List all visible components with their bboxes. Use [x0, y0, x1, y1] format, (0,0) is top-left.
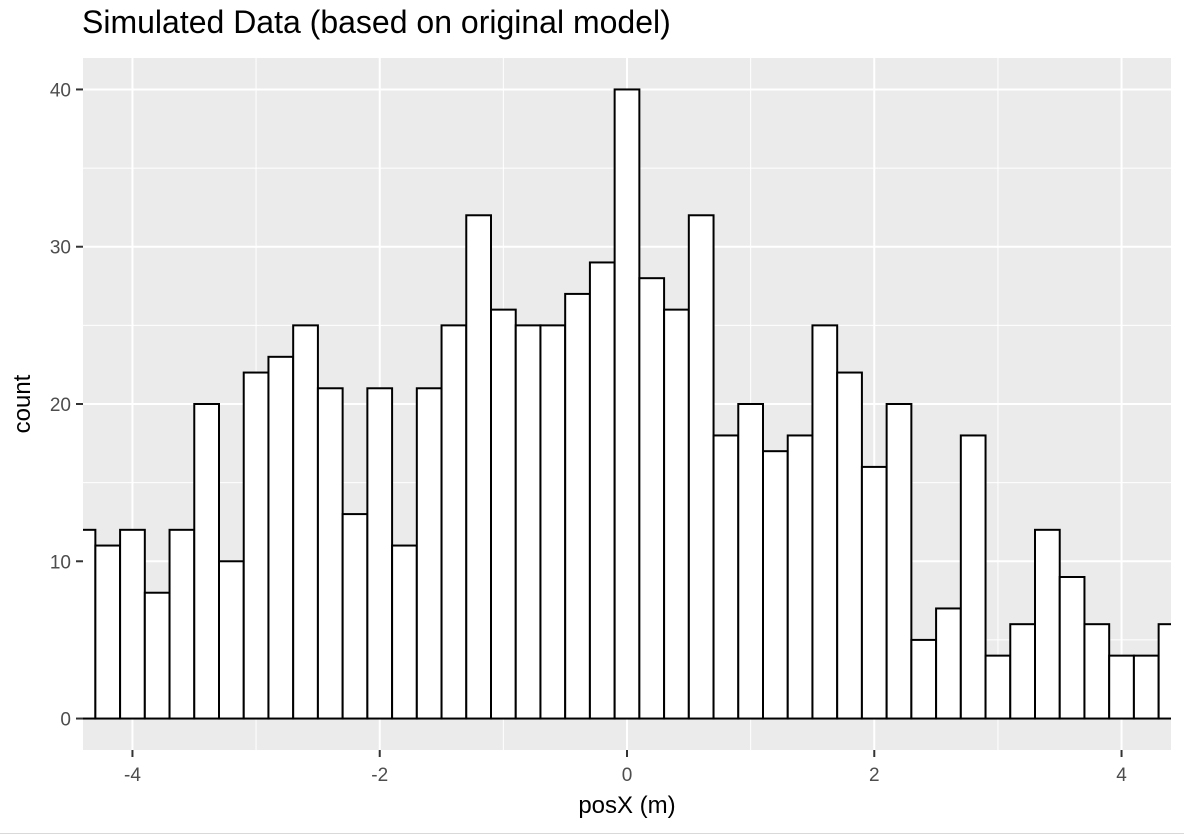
histogram-bar: [119, 528, 146, 720]
histogram-bar: [193, 403, 220, 720]
y-tick-label: 20: [50, 395, 71, 416]
histogram-bar: [737, 403, 764, 720]
histogram-bar: [1108, 654, 1135, 720]
histogram-bar: [465, 214, 493, 720]
histogram-bar: [836, 371, 863, 720]
histogram-bar: [316, 387, 344, 720]
histogram-bar: [490, 308, 517, 720]
histogram-bar: [959, 434, 987, 720]
histogram-bar: [514, 324, 542, 720]
histogram-bar: [341, 513, 369, 720]
histogram-bar: [267, 355, 295, 720]
histogram-bar: [564, 292, 591, 720]
histogram-bar: [1034, 528, 1061, 720]
x-tick-label: 4: [1116, 765, 1127, 786]
histogram-bar: [1009, 623, 1036, 720]
histogram-bar: [712, 434, 740, 720]
y-tick-label: 40: [50, 80, 71, 101]
histogram-bar: [1058, 576, 1086, 720]
histogram-bar: [910, 638, 938, 720]
histogram-bar: [588, 261, 616, 720]
x-tick-label: -4: [124, 765, 141, 786]
axis-ticks: [76, 88, 1123, 757]
bottom-divider: [0, 833, 1184, 834]
histogram-bar: [860, 465, 888, 720]
histogram-bar: [935, 607, 962, 720]
histogram-bar: [1157, 623, 1171, 720]
histogram-bar: [242, 371, 270, 720]
x-axis-tick-labels: -4 -2 0 2 4: [124, 765, 1127, 786]
chart-title: Simulated Data (based on original model): [82, 4, 671, 40]
histogram-bar: [143, 591, 171, 720]
histogram-bar: [638, 277, 666, 720]
histogram-bar: [366, 387, 394, 720]
x-tick-label: 2: [869, 765, 880, 786]
histogram-bar: [786, 434, 814, 720]
y-tick-label: 30: [50, 238, 71, 259]
histogram-bar: [1083, 623, 1111, 720]
histogram-bars: [83, 88, 1171, 720]
histogram-bar: [1132, 654, 1160, 720]
histogram-bar: [440, 324, 468, 720]
histogram-bar: [83, 528, 97, 720]
histogram-bar: [811, 324, 839, 720]
histogram-bar: [391, 544, 418, 720]
histogram-bar: [292, 324, 319, 720]
histogram-bar: [218, 560, 245, 720]
histogram-bar: [687, 214, 715, 720]
y-tick-label: 10: [50, 552, 71, 573]
histogram-bar: [415, 387, 443, 720]
y-axis-tick-labels: 0 10 20 30 40: [50, 80, 71, 730]
histogram-bar: [539, 324, 567, 720]
y-tick-label: 0: [60, 710, 71, 731]
histogram-bar: [762, 450, 789, 720]
y-axis-title: count: [9, 374, 36, 433]
x-axis-title: posX (m): [578, 792, 675, 819]
histogram-bar: [613, 88, 641, 720]
x-tick-label: 0: [622, 765, 633, 786]
histogram-bar: [984, 654, 1012, 720]
histogram-bar: [168, 528, 196, 720]
x-tick-label: -2: [371, 765, 388, 786]
histogram-bar: [885, 403, 913, 720]
histogram-bar: [663, 308, 690, 720]
histogram-bar: [94, 544, 122, 720]
